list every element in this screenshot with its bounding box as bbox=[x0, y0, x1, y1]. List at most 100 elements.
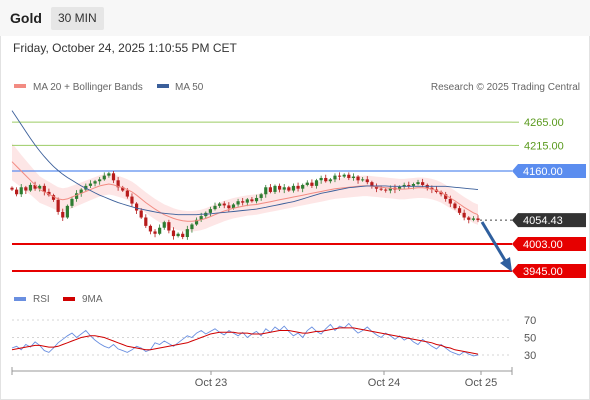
candle-body bbox=[208, 209, 212, 213]
candle-body bbox=[319, 177, 323, 181]
candle-body bbox=[337, 175, 342, 177]
candle-body bbox=[365, 179, 369, 183]
candle-body bbox=[457, 208, 462, 213]
ma9-legend-label: 9MA bbox=[82, 294, 103, 305]
candle-body bbox=[467, 217, 471, 220]
candle-body bbox=[227, 205, 231, 209]
rsi-tick-label: 70 bbox=[524, 315, 536, 327]
candle-body bbox=[416, 182, 420, 185]
candle-body bbox=[407, 184, 411, 186]
candle-body bbox=[158, 227, 162, 234]
candle-body bbox=[296, 185, 300, 189]
candle-body bbox=[250, 199, 254, 202]
candle-body bbox=[15, 189, 19, 195]
level-label-4215.00: 4215.00 bbox=[524, 140, 564, 152]
candle-body bbox=[185, 229, 189, 238]
candle-body bbox=[351, 176, 356, 178]
level-box-4054.43 bbox=[512, 213, 586, 228]
candle-body bbox=[324, 177, 328, 182]
candle-body bbox=[121, 187, 125, 191]
rsi-panel: 70 50 30 bbox=[11, 315, 536, 362]
ma50-line bbox=[11, 110, 479, 216]
level-label-4003.00: 4003.00 bbox=[523, 239, 563, 251]
candle-body bbox=[310, 182, 314, 186]
candle-body bbox=[259, 194, 263, 198]
candle-body bbox=[342, 174, 346, 177]
candle-body bbox=[287, 187, 291, 191]
candle-body bbox=[51, 195, 56, 200]
candle-body bbox=[28, 184, 33, 191]
candle-body bbox=[222, 203, 226, 206]
candle-body bbox=[111, 173, 116, 181]
timestamp: Friday, October 24, 2025 1:10:55 PM CET bbox=[13, 41, 237, 55]
level-label-4160.00: 4160.00 bbox=[523, 166, 563, 178]
level-label-3945.00: 3945.00 bbox=[523, 266, 563, 278]
symbol-name: Gold bbox=[10, 10, 42, 26]
candle-body bbox=[254, 197, 259, 202]
rsi-legend: RSI 9MA bbox=[14, 294, 103, 305]
candle-body bbox=[148, 225, 153, 232]
candle-body bbox=[181, 233, 185, 238]
candle-body bbox=[134, 203, 139, 211]
candle-body bbox=[93, 181, 97, 184]
candle-body bbox=[162, 222, 166, 228]
candle-body bbox=[79, 189, 83, 194]
candle-body bbox=[305, 182, 309, 185]
ma50-legend-label: MA 50 bbox=[175, 82, 204, 93]
price-level-labels: 4265.00 4215.00 4160.00 4054.43 4003.00 3945.… bbox=[512, 117, 586, 278]
candle-body bbox=[153, 231, 157, 234]
x-tick-label: Oct 23 bbox=[195, 377, 227, 389]
candle-body bbox=[241, 201, 245, 203]
level-box-4160.00 bbox=[512, 164, 586, 178]
ma20-legend-label: MA 20 + Bollinger Bands bbox=[33, 82, 143, 93]
candle-body bbox=[236, 201, 240, 205]
candle-body bbox=[328, 179, 332, 182]
candle-body bbox=[130, 196, 134, 204]
candle-body bbox=[439, 191, 443, 195]
candle-body bbox=[19, 187, 23, 195]
candle-body bbox=[218, 203, 222, 206]
candle-body bbox=[33, 184, 37, 189]
header-bar: Gold 30 MIN bbox=[0, 0, 590, 36]
candle-body bbox=[384, 189, 388, 191]
credit-text: Research © 2025 Trading Central bbox=[431, 82, 580, 93]
ma9-legend-swatch bbox=[63, 297, 75, 301]
candle-body bbox=[70, 198, 74, 206]
candle-body bbox=[245, 199, 249, 203]
candle-body bbox=[379, 188, 383, 190]
timeframe-selector[interactable]: 30 MIN bbox=[51, 7, 104, 30]
rsi-legend-label: RSI bbox=[33, 294, 50, 305]
candle-body bbox=[116, 180, 120, 188]
candle-body bbox=[397, 186, 402, 190]
candle-body bbox=[88, 183, 93, 186]
candle-body bbox=[291, 185, 296, 191]
ma50-legend-swatch bbox=[157, 84, 169, 88]
candle-body bbox=[333, 175, 337, 180]
candle-body bbox=[171, 230, 176, 237]
candle-body bbox=[282, 187, 286, 190]
candle-body bbox=[65, 205, 69, 218]
candle-body bbox=[167, 222, 171, 231]
rsi-tick-label: 30 bbox=[524, 350, 536, 362]
candle-body bbox=[388, 187, 392, 191]
candle-body bbox=[107, 173, 111, 176]
x-axis: Oct 23 Oct 24 Oct 25 bbox=[11, 367, 513, 389]
candle-body bbox=[347, 174, 351, 178]
candle-body bbox=[98, 179, 102, 182]
candle-body bbox=[56, 199, 60, 212]
candle-body bbox=[356, 176, 360, 181]
candle-body bbox=[462, 212, 466, 218]
level-box-3945.00 bbox=[512, 263, 586, 278]
candle-body bbox=[102, 175, 106, 180]
bollinger-bands bbox=[12, 143, 478, 232]
candle-body bbox=[47, 191, 51, 196]
forecast-arrow-shaft bbox=[480, 221, 508, 263]
candle-body bbox=[190, 224, 194, 230]
forecast-arrow bbox=[480, 221, 512, 272]
candle-body bbox=[444, 194, 448, 199]
candle-body bbox=[24, 187, 28, 191]
candle-body bbox=[471, 218, 475, 220]
candle-body bbox=[199, 216, 203, 220]
candle-body bbox=[421, 182, 425, 185]
candle-body bbox=[10, 187, 14, 190]
